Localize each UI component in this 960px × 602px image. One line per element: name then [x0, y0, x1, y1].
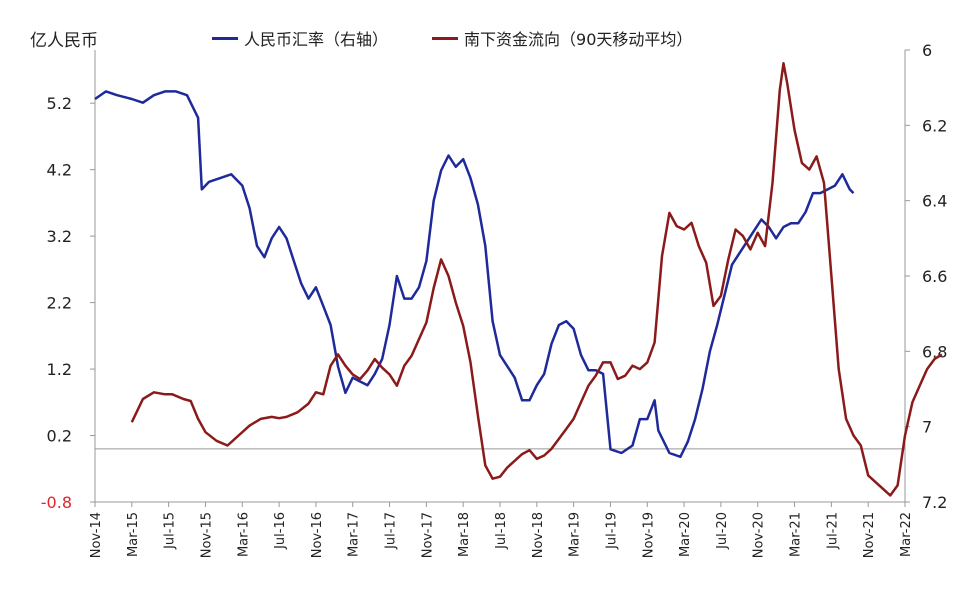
legend: 人民币汇率（右轴） 南下资金流向（90天移动平均）	[212, 26, 692, 50]
x-axis-tick-label: Nov-21	[862, 512, 877, 558]
x-axis-tick-label: Jul-16	[273, 512, 288, 550]
x-axis-tick-label: Nov-19	[641, 512, 656, 558]
left-axis-tick-label: 3.2	[47, 227, 72, 246]
x-axis-tick-label: Mar-17	[347, 512, 362, 557]
right-axis-tick-label: 7	[922, 418, 932, 437]
x-axis-tick-label: Mar-16	[236, 512, 251, 557]
x-axis-tick-label: Jul-18	[494, 512, 509, 550]
right-axis-tick-label: 6	[922, 41, 932, 60]
legend-swatch-southbound-flow	[432, 36, 459, 40]
x-axis-tick-label: Mar-22	[899, 512, 914, 557]
x-axis-tick-label: Mar-18	[457, 512, 472, 557]
right-axis-tick-label: 6.4	[922, 192, 947, 211]
legend-swatch-exchange-rate	[212, 36, 238, 40]
left-axis-tick-label: 5.2	[47, 94, 72, 113]
x-axis-tick-label: Jul-15	[163, 512, 178, 550]
left-axis-tick-label: 4.2	[47, 161, 72, 180]
left-axis-tick-label: 2.2	[47, 294, 72, 313]
x-axis-tick-label: Mar-20	[678, 512, 693, 557]
legend-label-southbound-flow: 南下资金流向（90天移动平均）	[464, 30, 693, 49]
series-line-southbound-flow	[130, 62, 943, 497]
right-axis-tick-label: 7.2	[922, 493, 947, 512]
x-axis-tick-label: Jul-20	[715, 512, 730, 550]
left-axis-tick-label: -0.8	[41, 493, 72, 512]
x-axis-tick-label: Jul-17	[384, 512, 399, 550]
legend-item-exchange-rate: 人民币汇率（右轴）	[212, 26, 388, 50]
x-axis-tick-label: Nov-17	[420, 512, 435, 558]
right-axis-tick-label: 6.8	[922, 342, 947, 361]
left-axis-tick-label: 0.2	[47, 427, 72, 446]
x-axis-tick-label: Nov-15	[199, 512, 214, 558]
x-axis-tick-label: Mar-21	[789, 512, 804, 557]
x-axis-tick-label: Nov-16	[310, 512, 325, 558]
right-axis-tick-label: 6.6	[922, 267, 947, 286]
x-axis-tick-label: Nov-14	[89, 512, 104, 558]
x-axis-tick-label: Jul-21	[825, 512, 840, 550]
series-line-exchange-rate	[94, 90, 855, 459]
legend-label-exchange-rate: 人民币汇率（右轴）	[244, 30, 389, 49]
x-axis-tick-label: Mar-19	[568, 512, 583, 557]
left-axis-unit-label: 亿人民币	[30, 31, 98, 51]
legend-item-southbound-flow: 南下资金流向（90天移动平均）	[432, 26, 692, 50]
x-axis-tick-label: Jul-19	[604, 512, 619, 550]
x-axis-tick-label: Nov-20	[752, 512, 767, 558]
x-axis-tick-label: Nov-18	[531, 512, 546, 558]
left-axis-tick-label: 1.2	[47, 360, 72, 379]
x-axis-tick-label: Mar-15	[126, 512, 141, 557]
right-axis-tick-label: 6.2	[922, 116, 947, 135]
